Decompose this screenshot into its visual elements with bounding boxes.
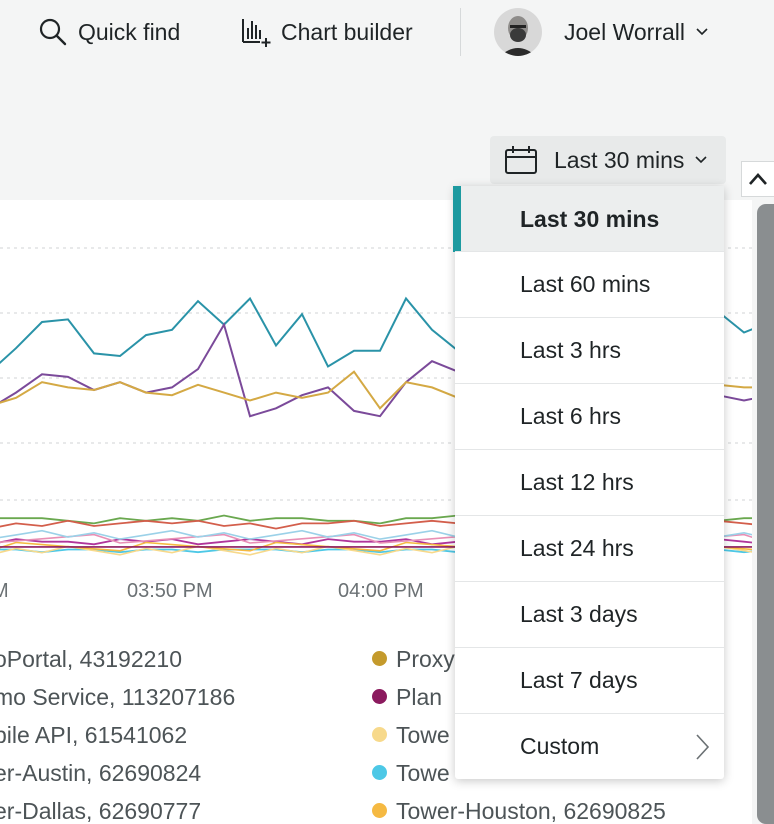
legend-item[interactable]: er-Dallas, 62690777 xyxy=(0,798,202,824)
chart-builder-icon xyxy=(242,19,271,47)
quick-find-button[interactable]: Quick find xyxy=(38,14,180,50)
legend-label: Towe xyxy=(396,760,450,786)
chart-builder-label: Chart builder xyxy=(281,18,413,45)
legend-label: Plan xyxy=(396,684,443,710)
legend-swatch xyxy=(372,727,387,742)
legend-item[interactable]: mo Service, 113207186 xyxy=(0,684,236,710)
time-range-label: Last 30 mins xyxy=(554,146,685,173)
legend-label: Towe xyxy=(396,722,450,748)
time-option-last-3-hrs[interactable]: Last 3 hrs xyxy=(455,317,724,383)
time-option-last-12-hrs[interactable]: Last 12 hrs xyxy=(455,449,724,515)
time-option-last-24-hrs[interactable]: Last 24 hrs xyxy=(455,515,724,581)
chevron-down-icon xyxy=(695,156,707,164)
chart-builder-button[interactable]: Chart builder xyxy=(240,14,413,50)
legend-swatch xyxy=(372,689,387,704)
time-range-dropdown: Last 30 mins Last 60 mins Last 3 hrs Las… xyxy=(453,186,724,779)
legend-swatch xyxy=(372,803,387,818)
custom-option-label: Custom xyxy=(520,733,600,759)
legend-swatch xyxy=(372,651,387,666)
legend-item[interactable]: Proxy xyxy=(372,646,455,673)
time-option-last-60-mins[interactable]: Last 60 mins xyxy=(455,251,724,317)
x-tick-label: M xyxy=(0,580,9,602)
legend-swatch xyxy=(372,765,387,780)
scroll-up-button[interactable] xyxy=(741,161,774,197)
legend-item[interactable]: er-Austin, 62690824 xyxy=(0,760,202,786)
time-option-last-7-days[interactable]: Last 7 days xyxy=(455,647,724,713)
chevron-right-icon xyxy=(696,734,710,760)
x-tick-label: 03:50 PM xyxy=(127,580,213,602)
user-menu[interactable]: Joel Worrall xyxy=(494,8,709,56)
top-bar: Quick find Chart builder Joel Worrall xyxy=(0,0,774,64)
time-range-button[interactable]: Last 30 mins xyxy=(490,136,726,184)
legend-item[interactable]: Towe xyxy=(372,722,450,749)
time-option-custom[interactable]: Custom xyxy=(455,713,724,779)
quick-find-label: Quick find xyxy=(78,18,181,45)
topbar-divider xyxy=(460,8,461,56)
time-option-last-30-mins[interactable]: Last 30 mins xyxy=(453,186,724,252)
search-icon xyxy=(39,18,67,46)
avatar xyxy=(494,8,542,56)
legend-item[interactable]: Plan xyxy=(372,684,442,711)
legend-item[interactable]: bile API, 61541062 xyxy=(0,722,188,748)
legend-item[interactable]: Tower-Houston, 62690825 xyxy=(372,798,666,824)
legend-item[interactable]: Towe xyxy=(372,760,450,787)
calendar-icon xyxy=(505,146,537,174)
legend-label: Proxy xyxy=(396,646,455,672)
legend-label: Tower-Houston, 62690825 xyxy=(396,798,666,824)
scrollbar-thumb[interactable] xyxy=(757,204,774,824)
chevron-up-icon xyxy=(749,173,767,185)
time-option-last-6-hrs[interactable]: Last 6 hrs xyxy=(455,383,724,449)
legend-item[interactable]: oPortal, 43192210 xyxy=(0,646,182,672)
chevron-down-icon xyxy=(696,28,708,36)
time-option-last-3-days[interactable]: Last 3 days xyxy=(455,581,724,647)
x-tick-label: 04:00 PM xyxy=(338,580,424,602)
user-name: Joel Worrall xyxy=(564,18,685,45)
